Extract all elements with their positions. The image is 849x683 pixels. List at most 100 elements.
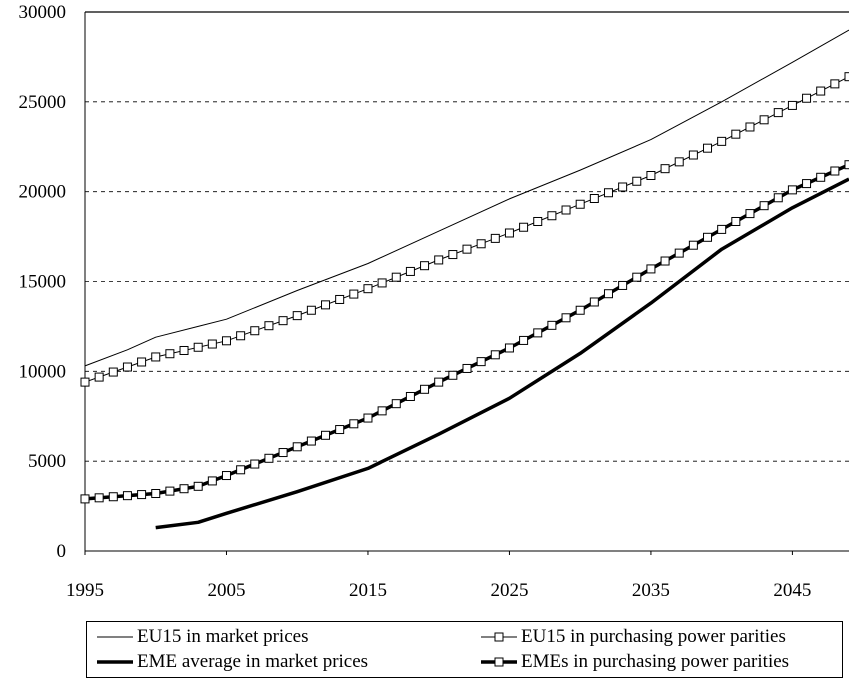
data-point [731, 216, 741, 226]
data-point [703, 143, 713, 153]
data-point [207, 339, 217, 349]
data-point [674, 157, 684, 167]
y-tick-label: 20000 [19, 182, 67, 203]
data-point [759, 201, 769, 211]
axes [84, 12, 849, 552]
data-point [674, 248, 684, 258]
data-point [476, 239, 486, 249]
data-point [547, 211, 557, 221]
data-point [660, 164, 670, 174]
data-point [802, 93, 812, 103]
data-point [137, 490, 147, 500]
data-point [575, 199, 585, 209]
data-point [278, 316, 288, 326]
data-point [830, 79, 840, 89]
legend-label: EU15 in purchasing power parities [521, 626, 786, 647]
data-point [363, 284, 373, 294]
data-point [108, 492, 118, 502]
data-point [731, 129, 741, 139]
data-point [504, 228, 514, 238]
data-point [80, 494, 90, 504]
data-point [391, 399, 401, 409]
x-tick-label: 2025 [490, 580, 528, 601]
data-point [434, 255, 444, 265]
data-point [80, 377, 90, 387]
data-point [335, 294, 345, 304]
data-point [221, 471, 231, 481]
data-point [405, 266, 415, 276]
data-point [745, 209, 755, 219]
data-point [547, 320, 557, 330]
data-point [165, 349, 175, 359]
data-point [236, 331, 246, 341]
data-point [264, 321, 274, 331]
data-point [519, 222, 529, 232]
data-point [250, 459, 260, 469]
data-point [533, 328, 543, 338]
series [80, 29, 849, 530]
series-line [84, 163, 849, 501]
y-tick-label: 5000 [28, 451, 66, 472]
data-point [179, 484, 189, 494]
x-tick-label: 2035 [632, 580, 670, 601]
data-point [236, 465, 246, 475]
data-point [589, 297, 599, 307]
data-point [618, 280, 628, 290]
data-point [292, 311, 302, 321]
data-point [207, 476, 217, 486]
data-point [306, 305, 316, 315]
series-2 [155, 177, 849, 530]
data-point [122, 491, 132, 501]
legend: EU15 in market prices EU15 in purchasing… [86, 621, 843, 678]
data-point [646, 264, 656, 274]
y-tick-label: 30000 [19, 2, 67, 23]
data-point [533, 216, 543, 226]
data-point [787, 185, 797, 195]
data-point [377, 406, 387, 416]
data-point [391, 272, 401, 282]
legend-item-eu15-ppp: EU15 in purchasing power parities [481, 625, 786, 649]
data-point [165, 486, 175, 496]
data-point [448, 370, 458, 380]
data-point [363, 413, 373, 423]
data-point [94, 493, 104, 503]
y-tick-label: 15000 [19, 272, 67, 293]
data-point [717, 136, 727, 146]
legend-label: EU15 in market prices [137, 626, 309, 647]
x-tick-label: 2045 [773, 580, 811, 601]
data-point [618, 182, 628, 192]
data-point [250, 326, 260, 336]
data-point [660, 256, 670, 266]
data-point [589, 193, 599, 203]
data-point [434, 377, 444, 387]
data-point [321, 430, 331, 440]
y-tick-label: 0 [57, 541, 67, 562]
data-point [504, 343, 514, 353]
data-point [179, 345, 189, 355]
data-point [122, 362, 132, 372]
data-point [816, 86, 826, 96]
data-point [151, 489, 161, 499]
data-point [844, 160, 849, 170]
data-point [462, 363, 472, 373]
data-point [688, 150, 698, 160]
data-point [292, 442, 302, 452]
legend-label: EME average in market prices [137, 651, 369, 672]
y-tick-labels: 0 5000 10000 15000 20000 25000 30000 [19, 2, 67, 562]
data-point [193, 342, 203, 352]
data-point [137, 357, 147, 367]
data-point [646, 170, 656, 180]
gridlines [85, 11, 849, 462]
data-point [490, 233, 500, 243]
data-point [321, 300, 331, 310]
data-point [773, 193, 783, 203]
data-point [108, 367, 118, 377]
data-point [703, 232, 713, 242]
legend-item-eme-market: EME average in market prices [97, 650, 368, 674]
data-point [575, 305, 585, 315]
data-point [448, 250, 458, 260]
data-point [221, 336, 231, 346]
legend-line-thin [97, 636, 133, 638]
data-point [773, 108, 783, 118]
